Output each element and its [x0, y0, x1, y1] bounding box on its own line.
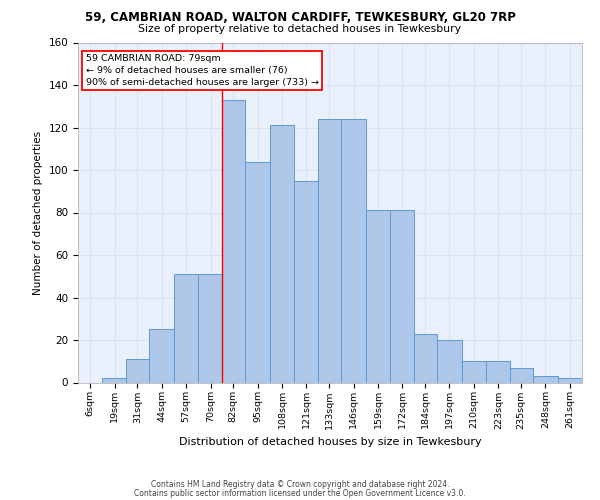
Bar	[341, 119, 366, 382]
Bar	[149, 330, 174, 382]
Bar	[245, 162, 270, 382]
Bar	[199, 274, 222, 382]
Bar	[557, 378, 582, 382]
Bar	[413, 334, 437, 382]
Bar	[294, 180, 318, 382]
Bar	[126, 359, 149, 382]
X-axis label: Distribution of detached houses by size in Tewkesbury: Distribution of detached houses by size …	[179, 437, 481, 447]
Bar	[366, 210, 390, 382]
Bar	[174, 274, 199, 382]
Text: Contains HM Land Registry data © Crown copyright and database right 2024.: Contains HM Land Registry data © Crown c…	[151, 480, 449, 489]
Bar	[461, 361, 486, 382]
Bar	[437, 340, 461, 382]
Text: Contains public sector information licensed under the Open Government Licence v3: Contains public sector information licen…	[134, 489, 466, 498]
Bar	[486, 361, 509, 382]
Bar	[509, 368, 533, 382]
Text: 59, CAMBRIAN ROAD, WALTON CARDIFF, TEWKESBURY, GL20 7RP: 59, CAMBRIAN ROAD, WALTON CARDIFF, TEWKE…	[85, 11, 515, 24]
Bar	[318, 119, 341, 382]
Text: 59 CAMBRIAN ROAD: 79sqm
← 9% of detached houses are smaller (76)
90% of semi-det: 59 CAMBRIAN ROAD: 79sqm ← 9% of detached…	[86, 54, 319, 87]
Bar	[533, 376, 557, 382]
Bar	[103, 378, 126, 382]
Text: Size of property relative to detached houses in Tewkesbury: Size of property relative to detached ho…	[139, 24, 461, 34]
Bar	[390, 210, 413, 382]
Bar	[270, 126, 294, 382]
Y-axis label: Number of detached properties: Number of detached properties	[33, 130, 43, 294]
Bar	[222, 100, 245, 382]
